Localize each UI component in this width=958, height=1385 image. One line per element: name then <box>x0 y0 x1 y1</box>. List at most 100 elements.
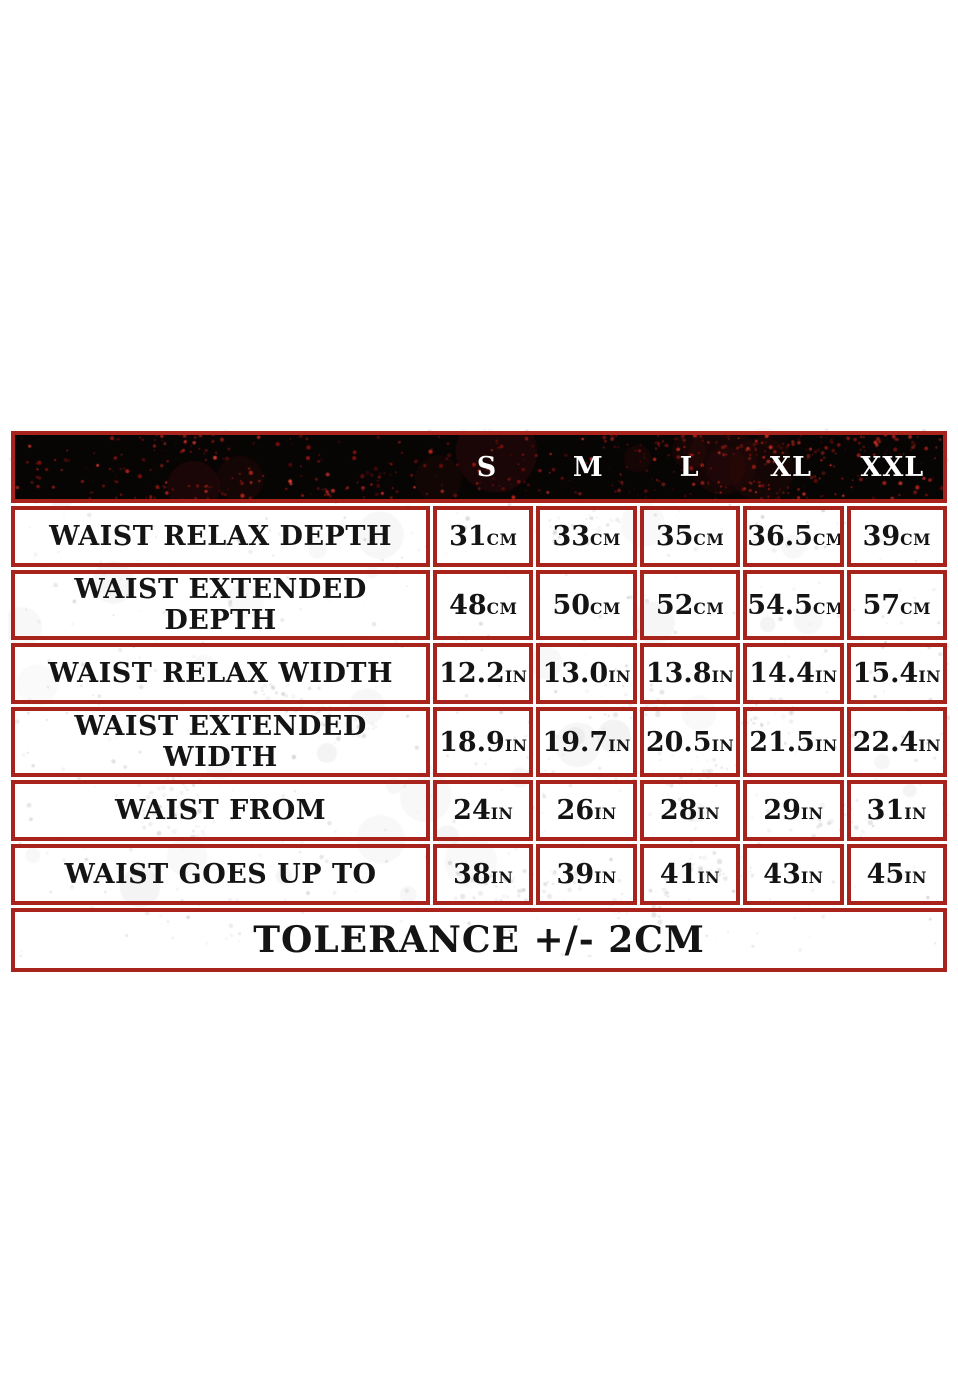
value-unit: IN <box>594 868 617 887</box>
size-label-m: M <box>572 451 604 483</box>
value-cell: 13.0IN <box>536 643 637 704</box>
value-cell: 36.5CM <box>743 506 844 567</box>
value-unit: CM <box>812 598 844 618</box>
value-unit: IN <box>814 667 838 686</box>
size-label-xl: XL <box>770 451 812 483</box>
row-label: WAIST GOES UP TO <box>11 844 431 905</box>
table-row: WAIST RELAX DEPTH 31CM 33CM 35CM 36.5CM 39CM <box>11 506 947 567</box>
value-cell: 29IN <box>743 780 844 841</box>
value-number: 26 <box>556 795 595 826</box>
value-number: 18.9 <box>439 726 505 758</box>
value-unit: IN <box>800 868 824 887</box>
value-number: 15.4 <box>852 658 919 689</box>
table-row: WAIST EXTENDED DEPTH 48CM 50CM 52CM 54.5CM 57… <box>11 570 947 640</box>
row-label: WAIST RELAX DEPTH <box>11 506 431 567</box>
value-cell: 31CM <box>433 506 534 567</box>
value-cell: 19.7IN <box>536 707 637 777</box>
value-cell: 52CM <box>639 570 741 640</box>
value-cell: 31IN <box>846 780 947 841</box>
value-number: 24 <box>453 795 491 826</box>
value-unit: IN <box>490 804 514 823</box>
value-cell: 20.5IN <box>639 707 741 777</box>
value-number: 36.5 <box>747 521 813 552</box>
value-cell: 39IN <box>536 844 637 905</box>
value-number: 43 <box>763 859 801 890</box>
value-number: 33 <box>552 521 591 552</box>
value-cell: 13.8IN <box>639 643 741 704</box>
value-unit: IN <box>608 667 631 686</box>
value-number: 13.8 <box>645 658 712 689</box>
grunge-texture <box>8 428 950 957</box>
value-unit: CM <box>590 598 621 618</box>
value-number: 12.2 <box>439 658 505 689</box>
table-row: WAIST GOES UP TO 38IN 39IN 41IN 43IN 45IN <box>11 844 947 905</box>
value-unit: IN <box>490 868 514 887</box>
size-chart-container: S M L XL XXL WAIST RELAX DEPTH 31CM 33CM 35… <box>8 428 950 972</box>
value-cell: 45IN <box>846 844 947 905</box>
value-cell: 12.2IN <box>433 643 534 704</box>
value-unit: IN <box>904 868 927 887</box>
value-number: 39 <box>862 521 901 552</box>
value-number: 22.4 <box>852 726 919 758</box>
value-unit: IN <box>800 804 824 823</box>
value-unit: IN <box>904 804 927 823</box>
value-cell: 38IN <box>433 844 534 905</box>
size-header-bar: S M L XL XXL <box>11 431 947 503</box>
value-unit: CM <box>590 530 621 549</box>
value-unit: IN <box>594 804 617 823</box>
value-unit: IN <box>814 735 838 755</box>
value-cell: 22.4IN <box>846 707 947 777</box>
value-unit: IN <box>711 667 735 686</box>
value-cell: 33CM <box>536 506 637 567</box>
value-unit: CM <box>693 530 725 549</box>
value-number: 13.0 <box>542 658 609 689</box>
value-number: 45 <box>866 859 905 890</box>
value-number: 35 <box>655 521 694 552</box>
value-number: 21.5 <box>749 726 815 758</box>
value-number: 31 <box>449 521 487 552</box>
value-cell: 41IN <box>639 844 741 905</box>
value-number: 50 <box>552 589 591 621</box>
value-unit: CM <box>486 530 518 549</box>
value-number: 41 <box>659 859 698 890</box>
size-header-row: S M L XL XXL <box>15 435 943 499</box>
value-unit: IN <box>711 735 735 755</box>
value-cell: 48CM <box>433 570 534 640</box>
value-unit: IN <box>504 735 528 755</box>
value-unit: CM <box>900 530 931 549</box>
value-unit: CM <box>812 530 844 549</box>
value-cell: 28IN <box>639 780 741 841</box>
value-cell: 57CM <box>846 570 947 640</box>
value-number: 57 <box>862 589 901 621</box>
value-unit: CM <box>486 598 518 618</box>
size-label-s: S <box>476 451 498 483</box>
value-number: 20.5 <box>645 726 712 758</box>
value-cell: 39CM <box>846 506 947 567</box>
value-unit: IN <box>918 667 941 686</box>
value-unit: CM <box>693 598 725 618</box>
tolerance-cell: TOLERANCE +/- 2CM <box>11 908 947 972</box>
value-cell: 54.5CM <box>743 570 844 640</box>
table-row: WAIST FROM 24IN 26IN 28IN 29IN 31IN <box>11 780 947 841</box>
value-cell: 50CM <box>536 570 637 640</box>
value-number: 14.4 <box>749 658 815 689</box>
value-cell: 26IN <box>536 780 637 841</box>
row-label: WAIST EXTENDED DEPTH <box>11 570 431 640</box>
value-unit: IN <box>697 868 721 887</box>
value-cell: 21.5IN <box>743 707 844 777</box>
value-cell: 14.4IN <box>743 643 844 704</box>
size-label-xxl: XXL <box>860 451 925 483</box>
row-label: WAIST RELAX WIDTH <box>11 643 431 704</box>
red-splatter-texture <box>15 435 943 499</box>
value-number: 29 <box>763 795 801 826</box>
value-unit: CM <box>900 598 931 618</box>
value-number: 48 <box>449 589 487 621</box>
value-cell: 35CM <box>639 506 741 567</box>
value-unit: IN <box>608 735 631 755</box>
value-number: 38 <box>453 859 491 890</box>
value-cell: 24IN <box>433 780 534 841</box>
size-chart-table: S M L XL XXL WAIST RELAX DEPTH 31CM 33CM 35… <box>8 428 950 975</box>
value-cell: 18.9IN <box>433 707 534 777</box>
value-number: 54.5 <box>747 589 813 621</box>
